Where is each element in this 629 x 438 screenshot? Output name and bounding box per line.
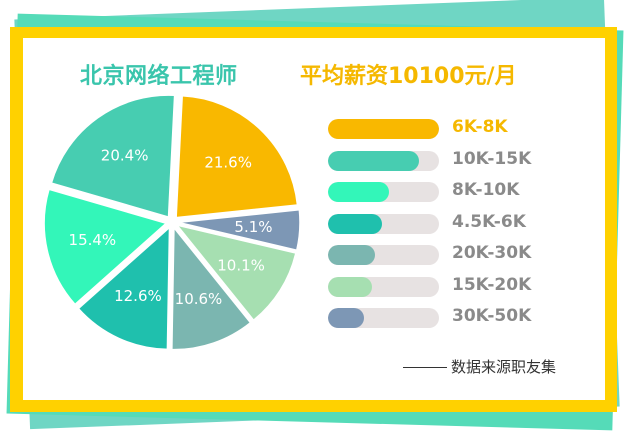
- pie-slice-label-2: 10.1%: [217, 256, 265, 274]
- source-text: 数据来源职友集: [451, 358, 557, 376]
- legend-bar-fill: [328, 245, 375, 265]
- pie-slice-6: [50, 94, 176, 219]
- legend-bar-track: [328, 245, 439, 265]
- pie-slice-label-0: 21.6%: [204, 154, 252, 172]
- pie-slice-label-4: 12.6%: [114, 287, 162, 305]
- legend-label: 6K-8K: [452, 117, 508, 137]
- pie-slice-0: [175, 95, 299, 219]
- pie-slice-label-3: 10.6%: [175, 290, 223, 308]
- legend-label: 8K-10K: [452, 180, 520, 200]
- legend-bar-fill: [328, 276, 373, 297]
- pie-slice-label-5: 15.4%: [69, 231, 117, 249]
- pie-slice-2: [175, 223, 297, 322]
- legend-bar-track: [328, 276, 439, 297]
- legend-bar-track: [328, 119, 439, 139]
- pie-slice-3: [171, 225, 252, 351]
- legend-bar-fill: [328, 119, 439, 139]
- legend-label: 15K-20K: [452, 274, 532, 295]
- legend-bar-track: [328, 213, 439, 234]
- legend-bar-track: [328, 182, 439, 202]
- source-dash: [403, 367, 447, 368]
- pie-slice-label-1: 5.1%: [234, 218, 272, 236]
- legend-label: 20K-30K: [452, 243, 532, 263]
- legend-label: 10K-15K: [452, 148, 532, 169]
- average-salary-title: 平均薪资10100元/月: [300, 64, 517, 89]
- legend-bar-fill: [328, 150, 420, 171]
- pie-slice-4: [77, 225, 171, 351]
- source-note: 数据来源职友集: [403, 356, 556, 377]
- legend-bar-fill: [328, 213, 383, 234]
- pie-slice-1: [177, 208, 301, 252]
- legend-label: 4.5K-6K: [452, 211, 526, 232]
- pie-slice-5: [43, 188, 168, 306]
- legend-bar-track: [328, 308, 439, 328]
- legend-bar-fill: [328, 182, 390, 202]
- legend-bar-fill: [328, 308, 364, 328]
- legend-label: 30K-50K: [452, 306, 532, 326]
- pie-slice-label-6: 20.4%: [101, 147, 149, 165]
- legend-bar-track: [328, 150, 439, 171]
- chart-title: 北京网络工程师: [80, 64, 238, 89]
